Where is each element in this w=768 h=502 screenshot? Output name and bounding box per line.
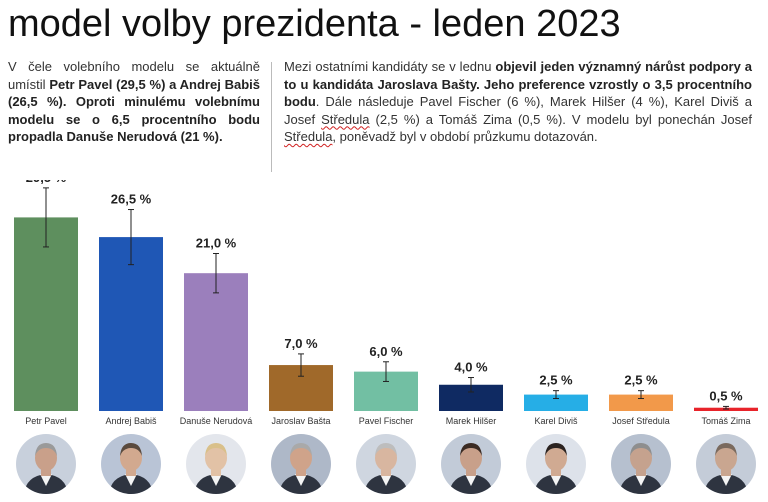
summary-right-text-4: , poněvadž byl v období průzkumu dotazov… — [332, 129, 598, 144]
bar-1 — [99, 237, 163, 411]
bar-7 — [609, 394, 673, 411]
candidate-photo-icon — [271, 434, 331, 494]
error-bar-4 — [383, 361, 389, 382]
bar-chart: 29,5 % Petr Pavel 26,5 % Andrej Babiš 21,0 %… — [14, 180, 758, 426]
value-label-0: 29,5 % — [26, 180, 67, 185]
error-bar-0 — [43, 187, 49, 248]
category-label-4: Pavel Fischer — [359, 416, 414, 426]
summary-left: V čele volebního modelu se aktuálně umís… — [8, 58, 260, 146]
value-label-7: 2,5 % — [624, 373, 658, 388]
error-bar-1 — [128, 209, 134, 266]
value-label-5: 4,0 % — [454, 360, 488, 375]
candidate-photo-icon — [696, 434, 756, 494]
bar-0 — [14, 217, 78, 411]
summary-right-text-1: Mezi ostatními kandidáty se v lednu — [284, 59, 496, 74]
summary-right-bold: objevil jeden významný nárůst podpory a … — [284, 59, 752, 109]
category-label-3: Jaroslav Bašta — [271, 416, 330, 426]
category-label-7: Josef Středula — [612, 416, 670, 426]
summary-left-bold: Petr Pavel (29,5 %) a Andrej Babiš (26,5… — [8, 76, 260, 145]
misspell-word-2: Středula — [284, 129, 333, 144]
summary-left-text: V čele volebního modelu se aktuálně umís… — [8, 59, 260, 92]
summary-right-text-2: . Dále následuje Pavel Fischer (6 %), Ma… — [284, 94, 752, 127]
error-bar-6 — [553, 390, 559, 400]
value-label-2: 21,0 % — [196, 236, 237, 251]
category-label-6: Karel Diviš — [534, 416, 578, 426]
error-bar-3 — [298, 353, 304, 377]
page-title: model volby prezidenta - leden 2023 — [8, 3, 621, 45]
summary-right: Mezi ostatními kandidáty se v lednu obje… — [284, 58, 752, 146]
bar-6 — [524, 394, 588, 411]
category-label-5: Marek Hilšer — [446, 416, 497, 426]
candidate-photo-icon — [611, 434, 671, 494]
error-bar-5 — [468, 377, 474, 393]
candidate-photo-icon — [441, 434, 501, 494]
error-bar-7 — [638, 390, 644, 400]
category-label-2: Danuše Nerudová — [180, 416, 253, 426]
error-bar-2 — [213, 253, 219, 294]
candidate-avatars — [0, 432, 768, 498]
error-bar-8 — [723, 405, 729, 410]
value-label-6: 2,5 % — [539, 373, 573, 388]
candidate-photo-icon — [526, 434, 586, 494]
value-label-8: 0,5 % — [709, 388, 743, 403]
value-label-3: 7,0 % — [284, 336, 318, 351]
candidate-photo-icon — [356, 434, 416, 494]
candidate-photo-icon — [101, 434, 161, 494]
bar-2 — [184, 273, 248, 411]
value-label-1: 26,5 % — [111, 192, 152, 207]
category-label-8: Tomáš Zima — [701, 416, 750, 426]
summary-right-text-3: (2,5 %) a Tomáš Zima (0,5 %). V modelu b… — [369, 111, 753, 127]
category-label-0: Petr Pavel — [25, 416, 67, 426]
category-label-1: Andrej Babiš — [105, 416, 157, 426]
misspell-word-1: Středula — [321, 111, 370, 127]
candidate-photo-icon — [186, 434, 246, 494]
candidate-photo-icon — [16, 434, 76, 494]
value-label-4: 6,0 % — [369, 344, 403, 359]
column-divider — [271, 62, 272, 172]
